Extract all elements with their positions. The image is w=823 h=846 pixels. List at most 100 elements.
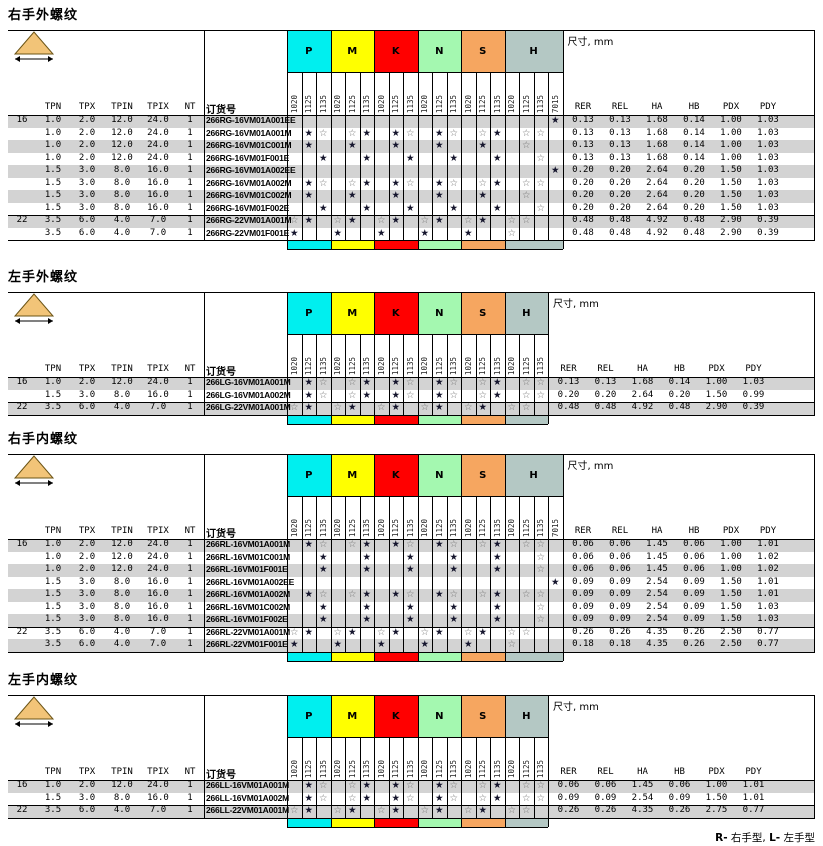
dim-value: 1.68 xyxy=(646,115,668,125)
grade-number: 1125 xyxy=(304,759,314,778)
star-first-choice: ★ xyxy=(434,626,444,638)
star-alternative: ☆ xyxy=(507,805,517,816)
pitch-value: 1.5 xyxy=(44,614,62,624)
divider xyxy=(446,72,448,240)
dim-value: 2.90 xyxy=(705,402,728,412)
pitch-value: 7.0 xyxy=(149,639,167,649)
star-first-choice: ★ xyxy=(391,402,401,413)
grade-number: 1125 xyxy=(478,518,488,537)
grade-number: 1125 xyxy=(347,356,357,375)
divider xyxy=(446,496,448,652)
material-group-header: M xyxy=(330,696,374,737)
pitch-value: 6.0 xyxy=(78,639,96,649)
pitch-value: 2.0 xyxy=(78,127,96,138)
star-first-choice: ★ xyxy=(492,389,502,401)
star-alternative: ☆ xyxy=(536,377,546,388)
grade-number: 1135 xyxy=(318,759,328,778)
grade-number: 1020 xyxy=(289,94,299,113)
table-row: 1.0 2.0 12.0 24.0 1 266RL-16VM01F001E ★ ★ ★ ★ ★ ☆ 0.… xyxy=(8,564,815,577)
dimension-unit-label: 尺寸, mm xyxy=(553,299,599,310)
material-group-header: S xyxy=(461,696,505,737)
dim-value: 0.09 xyxy=(683,589,705,599)
star-alternative: ☆ xyxy=(405,377,415,388)
star-alternative: ☆ xyxy=(478,780,488,791)
star-first-choice: ★ xyxy=(362,202,372,214)
grade-number: 1135 xyxy=(405,518,415,537)
col-header-tpx: TPX xyxy=(78,526,96,536)
pitch-value: 12.0 xyxy=(111,551,133,562)
dim-value: 0.09 xyxy=(683,601,705,612)
thread-table: P 1020 1125 1135 M 1020 1125 1135 K 1020 1125 1135 N… xyxy=(8,292,815,426)
grade-column-label: 1125 xyxy=(389,334,404,377)
grade-column-label: 7015 xyxy=(548,496,563,539)
dim-value: 1.00 xyxy=(720,551,742,562)
material-color-strip xyxy=(287,241,331,249)
pitch-value: 1 xyxy=(187,551,193,562)
star-alternative: ☆ xyxy=(420,215,430,226)
order-number: 266RL-16VM01C002M xyxy=(206,601,291,612)
dim-value: 0.06 xyxy=(557,780,580,790)
grade-number: 1020 xyxy=(420,518,430,537)
grade-column-label: 1125 xyxy=(519,737,534,780)
material-color-strip xyxy=(287,818,331,827)
grade-column-label: 1135 xyxy=(316,496,331,539)
col-header-tpix: TPIX xyxy=(147,526,169,536)
table-row: 1.5 3.0 8.0 16.0 1 266RG-16VM01A002M ★ ☆ ☆ ★ ★ ☆ ★ ☆ ☆… xyxy=(8,178,815,191)
table-row: 22 3.5 6.0 4.0 7.0 1 266LG-22VM01A001M ☆ ★ ☆ ★ ☆ ★ ☆ ★… xyxy=(8,402,815,415)
section-title: 右手外螺纹 xyxy=(8,8,79,23)
star-alternative: ☆ xyxy=(449,127,459,139)
star-alternative: ☆ xyxy=(318,539,328,550)
grade-column-label: 1135 xyxy=(316,334,331,377)
grade-number: 1135 xyxy=(449,518,459,537)
pitch-value: 4.0 xyxy=(113,805,131,815)
grade-column-label: 1135 xyxy=(447,496,462,539)
star-first-choice: ★ xyxy=(304,402,314,413)
table-row: 3.5 6.0 4.0 7.0 1 266RG-22VM01F001E ★ ★ ★ ★ ★ ☆ 0.48… xyxy=(8,228,815,241)
material-color-strip xyxy=(330,241,374,249)
star-alternative: ☆ xyxy=(521,626,531,638)
grade-number: 1020 xyxy=(376,94,386,113)
dim-value: 0.20 xyxy=(683,177,705,188)
material-color-strip xyxy=(461,241,505,249)
order-column-header: 订货号 xyxy=(206,105,236,116)
insert-size-value: 22 xyxy=(16,402,28,412)
table-row: 16 1.0 2.0 12.0 24.0 1 266LL-16VM01A001M ★ ☆ ☆ ★ ★ ☆… xyxy=(8,780,815,793)
grade-number: 1020 xyxy=(376,356,386,375)
order-column-header: 订货号 xyxy=(206,770,236,781)
grade-column-label: 1135 xyxy=(316,72,331,115)
material-group-header: H xyxy=(504,31,563,72)
divider xyxy=(814,454,815,652)
col-header-tpin: TPIN xyxy=(111,526,133,536)
star-first-choice: ★ xyxy=(304,215,314,226)
star-first-choice: ★ xyxy=(362,551,372,563)
star-first-choice: ★ xyxy=(304,626,314,638)
pitch-value: 1 xyxy=(187,115,193,125)
star-alternative: ☆ xyxy=(478,389,488,401)
pitch-value: 3.0 xyxy=(78,589,96,599)
row-background xyxy=(8,564,815,577)
star-alternative: ☆ xyxy=(478,177,488,189)
star-alternative: ☆ xyxy=(536,152,546,164)
dim-value: 1.03 xyxy=(757,177,779,188)
star-alternative: ☆ xyxy=(318,177,328,189)
divider xyxy=(359,72,361,240)
star-alternative: ☆ xyxy=(478,589,488,600)
divider xyxy=(475,72,477,240)
divider xyxy=(417,695,419,827)
divider xyxy=(475,334,477,415)
divider xyxy=(204,30,205,240)
star-first-choice: ★ xyxy=(347,190,357,201)
table-row: 1.0 2.0 12.0 24.0 1 266RG-16VM01A001M ★ ☆ ☆ ★ ★ ☆ ★ ☆… xyxy=(8,128,815,141)
order-number: 266RG-22VM01F001E xyxy=(206,227,290,238)
star-alternative: ☆ xyxy=(463,215,473,226)
divider xyxy=(316,496,317,652)
insert-size-value: 22 xyxy=(16,215,28,225)
order-number: 266LG-16VM01A001M xyxy=(206,377,291,387)
grade-column-label: 1135 xyxy=(360,496,375,539)
grade-column-label: 1020 xyxy=(374,334,389,377)
pitch-value: 2.0 xyxy=(78,377,96,387)
divider xyxy=(374,292,375,424)
grade-column-label: 1135 xyxy=(534,496,549,539)
grade-column-label: 1020 xyxy=(287,72,302,115)
pitch-value: 8.0 xyxy=(113,389,131,400)
